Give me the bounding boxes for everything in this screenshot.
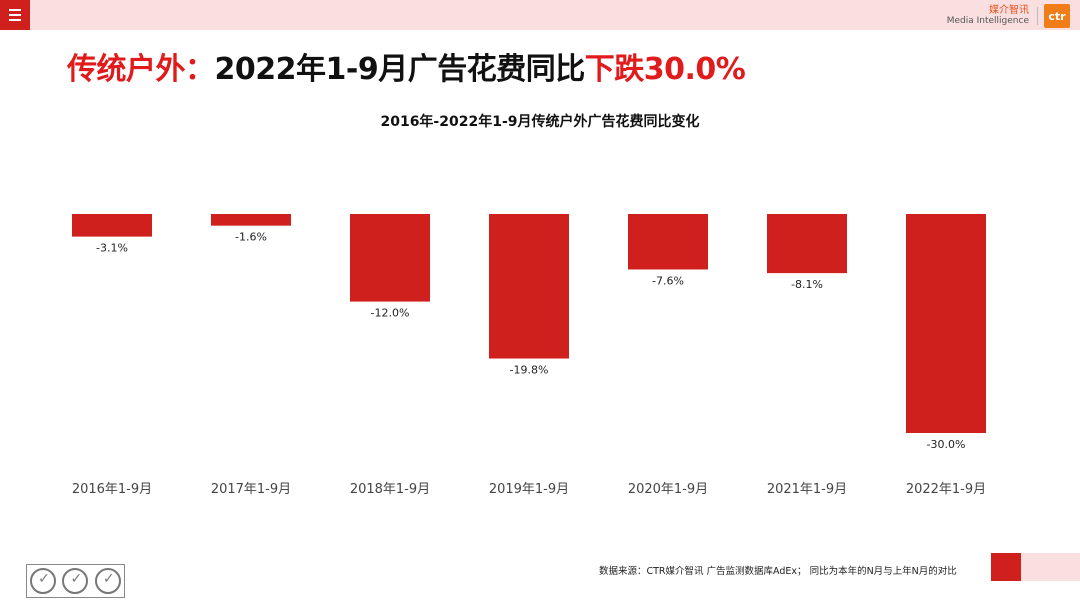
- data-label-1: -3.1%: [96, 242, 128, 255]
- category-label-5: 2020年1-9月: [628, 482, 708, 497]
- top-bar: [0, 0, 1080, 30]
- data-label-5: -7.6%: [652, 274, 684, 287]
- data-label-3: -12.0%: [371, 307, 410, 320]
- sgs-cert-icon: [94, 568, 121, 594]
- sgs-cert-icon: [62, 568, 89, 594]
- page-title: 传统户外：2022年1-9月广告花费同比下跌30.0%: [67, 44, 746, 88]
- ctr-logo: ctr: [1044, 4, 1070, 28]
- menu-button[interactable]: [0, 0, 30, 30]
- category-label-1: 2016年1-9月: [72, 482, 152, 497]
- source-note: 数据来源：CTR媒介智讯 广告监测数据库AdEx； 同比为本年的N月与上年N月的…: [599, 566, 957, 577]
- category-label-4: 2019年1-9月: [489, 482, 569, 497]
- brand-name-en: Media Intelligence: [946, 16, 1029, 26]
- data-label-2: -1.6%: [235, 231, 267, 244]
- certification-badges: [26, 564, 125, 598]
- brand-logo-area: 媒介智讯 Media Intelligence ctr: [947, 4, 1070, 28]
- bar-5: [628, 214, 708, 270]
- chart-title: 2016年-2022年1-9月传统户外广告花费同比变化: [380, 114, 700, 130]
- footer-pink-block: [1021, 553, 1080, 581]
- bar-4: [489, 214, 569, 359]
- brand-name-cn: 媒介智讯: [989, 5, 1029, 16]
- title-part-2: 2022年1-9月广告花费同比: [214, 52, 586, 87]
- footer-red-block: [991, 553, 1021, 581]
- sgs-cert-icon: [30, 568, 57, 594]
- bar-2: [211, 214, 291, 226]
- data-label-4: -19.8%: [510, 364, 549, 377]
- brand-divider: [1037, 7, 1038, 25]
- title-part-1: 传统户外：: [67, 52, 215, 87]
- data-label-7: -30.0%: [927, 438, 966, 451]
- bar-3: [350, 214, 430, 302]
- title-part-3: 下跌30.0%: [584, 52, 746, 87]
- category-label-6: 2021年1-9月: [767, 482, 847, 497]
- bar-1: [72, 214, 152, 237]
- category-label-7: 2022年1-9月: [906, 482, 986, 497]
- category-label-3: 2018年1-9月: [350, 482, 430, 497]
- data-label-6: -8.1%: [791, 278, 823, 291]
- bar-7: [906, 214, 986, 433]
- category-label-2: 2017年1-9月: [211, 482, 291, 497]
- bar-6: [767, 214, 847, 274]
